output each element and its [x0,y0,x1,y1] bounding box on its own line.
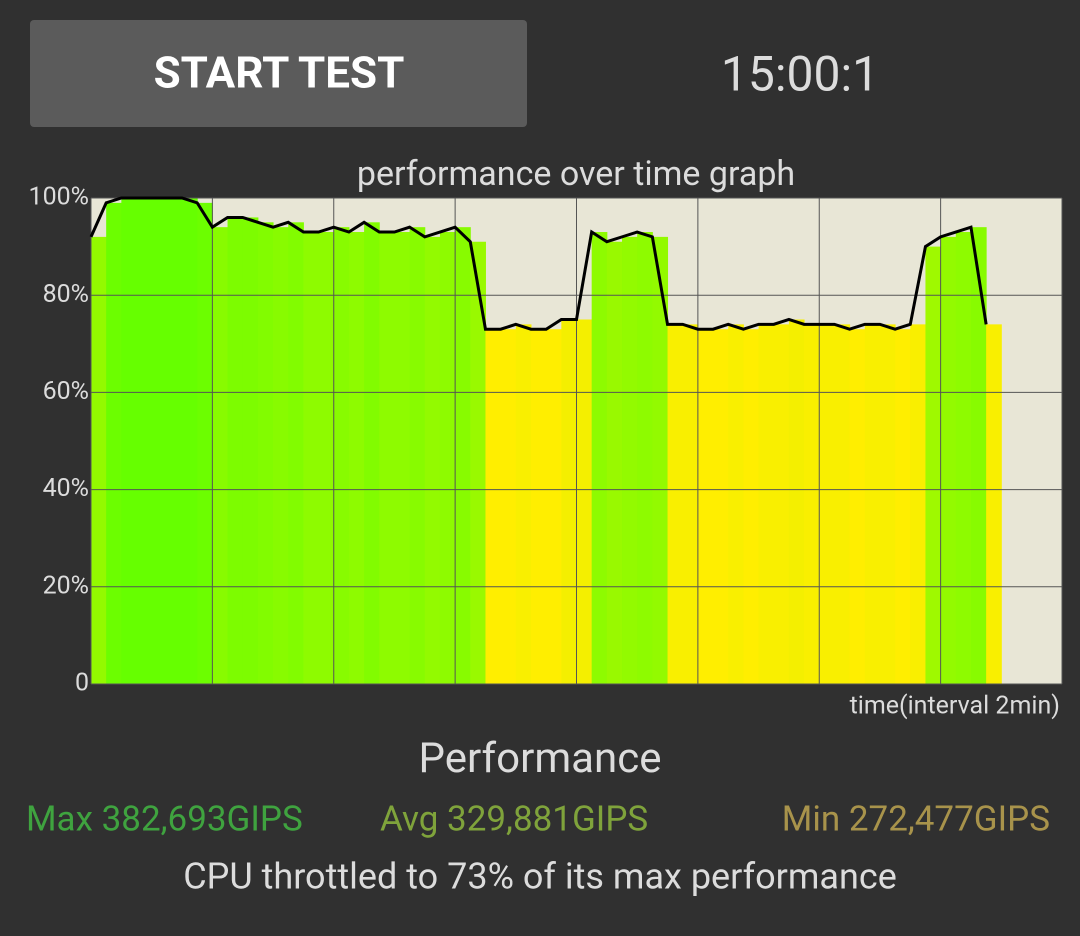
bar [864,324,881,684]
bar [242,217,259,684]
bar [652,236,669,684]
bar [439,232,456,684]
bar [530,329,547,684]
bar [424,236,441,684]
x-axis-label: time(interval 2min) [850,692,1060,721]
bar [910,324,926,684]
performance-line [89,196,988,331]
bar [470,241,486,685]
bar [348,232,365,684]
bar [606,241,623,685]
bar [561,319,577,684]
start-button[interactable] [30,20,527,127]
bar [713,329,729,684]
bar [849,329,866,684]
bar [515,324,532,684]
y-tick-label: 60% [43,377,89,406]
stats-title: Performance [419,734,662,783]
bar [895,329,911,684]
bar [485,329,502,684]
bar [804,324,820,684]
bar [955,232,972,684]
bar [758,324,775,684]
chart-title: performance over time graph [357,154,795,194]
y-tick-label: 40% [43,474,89,503]
bar [834,324,851,684]
button-label[interactable]: START TEST [154,47,405,99]
bar [667,324,684,684]
bar [121,198,138,684]
bar [455,227,471,684]
bar [182,198,198,684]
avg-stat: Avg 329,881GIPS [380,798,648,839]
bar [622,236,638,684]
bar [546,329,562,684]
bar [227,217,244,684]
bar [394,232,411,684]
bar [106,202,122,685]
y-tick-label: 80% [43,280,89,309]
bar [303,232,320,684]
bar [986,324,1002,684]
bar [379,232,395,684]
bar [576,319,593,684]
bar [136,198,153,684]
bar [288,222,304,685]
throttle-note: CPU throttled to 73% of its max performa… [183,856,897,898]
bar [257,222,274,685]
bar [728,324,744,684]
bar [333,227,350,684]
y-tick-label: 0 [75,669,89,698]
bar [773,324,790,684]
bar [970,227,987,684]
bar [151,198,168,684]
bar [591,232,608,684]
bar [940,236,957,684]
bar [788,319,805,684]
bar [91,236,107,684]
bar [819,324,835,684]
y-tick-label: 100% [29,183,89,212]
bar [364,222,380,685]
bar [743,329,760,684]
bar [682,324,699,684]
bar [925,246,942,684]
bar [273,227,289,684]
bar [197,202,213,685]
min-stat: Min 272,477GIPS [782,798,1050,839]
bar [166,198,183,684]
timer: 15:00:1 [721,46,879,103]
plot: 0 20% 40% 60% 80% 100% [29,183,1063,698]
bar [212,227,229,684]
bar [879,324,896,684]
y-tick-label: 20% [43,571,89,600]
bar [318,232,335,684]
bar [637,232,653,684]
bar [500,329,517,684]
bar [409,227,426,684]
max-stat: Max 382,693GIPS [26,798,303,839]
bar [697,329,714,684]
